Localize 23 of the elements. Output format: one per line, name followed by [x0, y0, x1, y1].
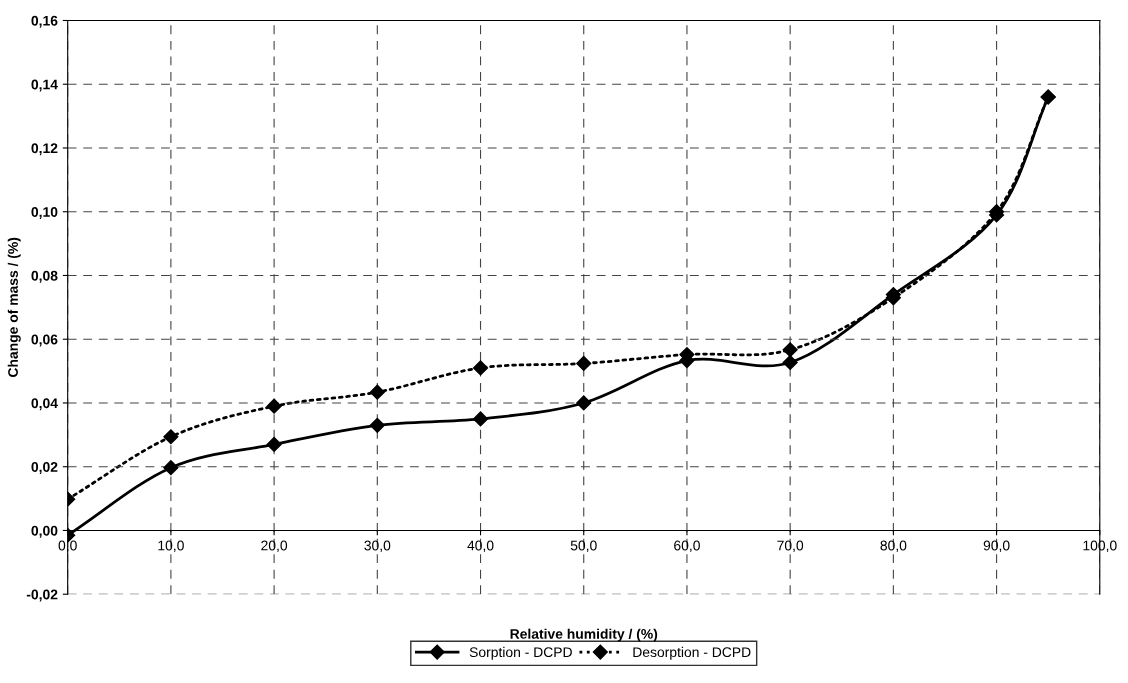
- y-tick-label: 0,06: [31, 334, 58, 347]
- y-tick-label: 0,16: [31, 15, 58, 28]
- y-axis-title: Change of mass / (%): [7, 237, 21, 377]
- x-tick-label: 90,0: [983, 540, 1010, 553]
- y-tick-label: 0,04: [31, 398, 58, 411]
- y-tick-label: 0,08: [31, 270, 58, 283]
- y-tick-label: -0,02: [26, 589, 58, 602]
- y-tick-label: 0,10: [31, 207, 58, 219]
- x-tick-label: 20,0: [261, 540, 288, 553]
- x-tick-label: 60,0: [674, 540, 700, 553]
- legend-label: Desorption - DCPD: [633, 646, 751, 660]
- x-tick-label: 40,0: [467, 540, 494, 553]
- x-tick-label: 10,0: [158, 540, 184, 553]
- x-tick-label: 30,0: [364, 540, 391, 553]
- y-tick-label: 0,02: [31, 462, 58, 474]
- x-axis-title: Relative humidity / (%): [510, 628, 658, 642]
- x-tick-label: 80,0: [880, 540, 907, 553]
- y-tick-label: 0,12: [31, 143, 58, 156]
- legend-label: Sorption - DCPD: [469, 646, 572, 660]
- x-tick-label: 70,0: [777, 540, 804, 553]
- y-tick-label: 0,00: [31, 525, 58, 538]
- y-tick-label: 0,14: [31, 79, 58, 92]
- x-tick-label: 50,0: [570, 540, 597, 553]
